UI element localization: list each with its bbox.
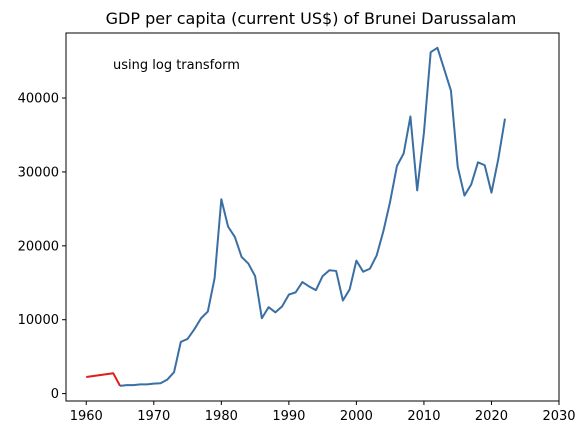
series-line-1 (86, 372, 121, 387)
plot-frame (65, 32, 560, 402)
x-tick-label: 1970 (137, 409, 170, 424)
x-tick-label: 2010 (407, 409, 440, 424)
chart-title: GDP per capita (current US$) of Brunei D… (106, 9, 517, 28)
x-tick-label: 1960 (70, 409, 103, 424)
y-tick-label: 20000 (18, 239, 59, 254)
series-line-2 (119, 46, 506, 387)
x-tick-label: 2000 (340, 409, 373, 424)
y-tick-label: 30000 (18, 165, 59, 180)
y-tick-label: 0 (51, 387, 59, 402)
series-layer (86, 46, 506, 387)
y-axis: 0 10000 20000 30000 40000 (18, 92, 66, 402)
x-axis: 1960 1970 1980 1990 2000 2010 2020 2030 (70, 401, 576, 424)
x-tick-label: 1990 (272, 409, 305, 424)
annotation-text: using log transform (113, 58, 240, 73)
y-tick-label: 10000 (18, 313, 59, 328)
x-tick-label: 2030 (542, 409, 575, 424)
x-tick-label: 1980 (205, 409, 238, 424)
y-tick-label: 40000 (18, 92, 59, 107)
x-tick-label: 2020 (475, 409, 508, 424)
